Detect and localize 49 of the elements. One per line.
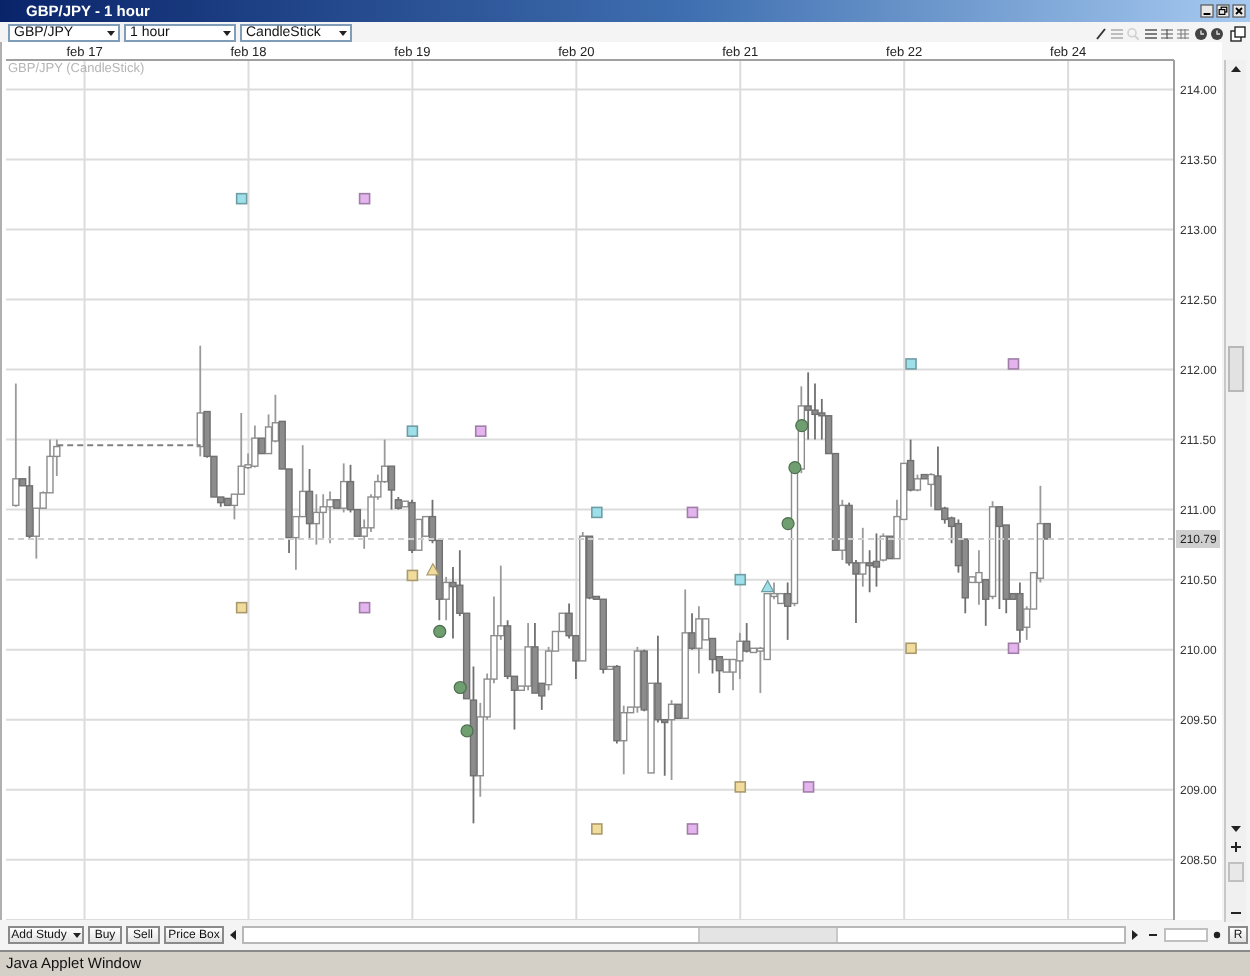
candlestick — [742, 622, 751, 654]
candlestick — [387, 465, 396, 511]
point — [802, 781, 815, 793]
point — [905, 358, 917, 370]
point — [1007, 642, 1020, 655]
point — [686, 823, 699, 835]
point — [433, 624, 447, 639]
candlestick — [524, 622, 532, 692]
point — [591, 506, 603, 519]
point — [760, 580, 775, 593]
point — [781, 517, 795, 531]
point — [795, 418, 809, 433]
candlestick — [312, 493, 321, 546]
point — [734, 573, 747, 586]
point — [358, 601, 371, 614]
point — [453, 680, 467, 695]
candlestick — [339, 462, 348, 514]
candlestick — [1016, 581, 1024, 644]
point — [406, 425, 419, 437]
point — [686, 506, 699, 519]
point — [734, 781, 747, 793]
candlestick — [531, 622, 539, 694]
candlestick — [326, 490, 334, 545]
point — [788, 460, 802, 475]
point — [905, 642, 917, 655]
point — [426, 563, 440, 576]
candlestick — [872, 532, 881, 588]
point — [358, 192, 371, 205]
candlestick — [319, 493, 327, 540]
candlestick — [975, 549, 983, 606]
candlestick — [667, 699, 676, 781]
point — [235, 192, 248, 205]
point — [406, 569, 419, 582]
point — [474, 425, 487, 437]
candlestick — [251, 424, 259, 469]
candlestick — [264, 413, 273, 455]
point — [460, 724, 474, 738]
point — [235, 601, 248, 614]
candlestick — [865, 549, 874, 594]
candlestick — [995, 505, 1004, 610]
candlestick — [927, 472, 935, 508]
candlestick — [12, 382, 20, 508]
candlestick — [305, 468, 314, 540]
candlestick — [695, 605, 703, 675]
point — [591, 823, 603, 835]
candlestick — [859, 526, 867, 588]
candlestick — [736, 631, 744, 680]
point — [1007, 358, 1020, 370]
candlestick — [408, 498, 416, 554]
